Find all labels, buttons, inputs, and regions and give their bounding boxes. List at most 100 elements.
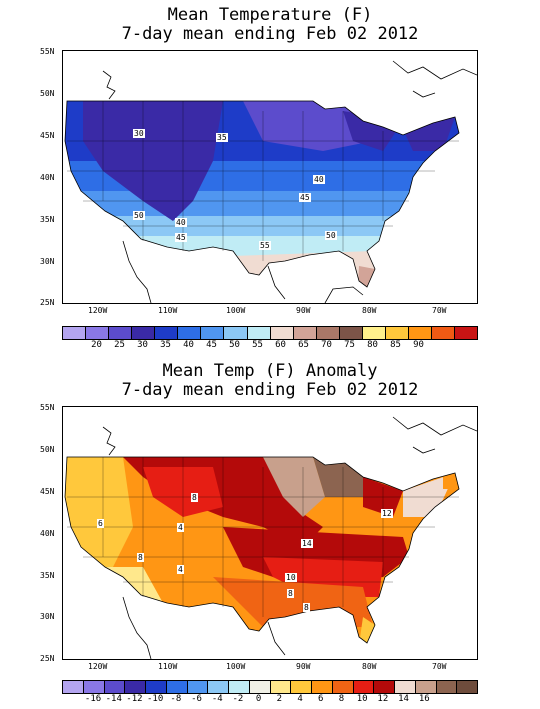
panel2-contour-label: 12 bbox=[381, 509, 393, 518]
panel1-map-svg bbox=[64, 60, 477, 303]
colorbar-swatch bbox=[455, 327, 478, 339]
colorbar-label: -2 bbox=[232, 694, 244, 704]
colorbar-swatch bbox=[415, 681, 437, 693]
panel2-lon-80w: 80W bbox=[362, 662, 377, 671]
colorbar-label: 45 bbox=[206, 340, 217, 350]
panel1-contour-label: 50 bbox=[325, 231, 337, 240]
panel2-lat-30: 30N bbox=[40, 612, 55, 621]
colorbar-swatch bbox=[229, 681, 250, 693]
panel2-contour-label: 8 bbox=[287, 589, 294, 598]
panel1-lat-25: 25N bbox=[40, 298, 55, 307]
colorbar-swatch bbox=[312, 681, 333, 693]
colorbar-swatch bbox=[432, 327, 456, 339]
colorbar-swatch bbox=[270, 681, 292, 693]
colorbar-label: 70 bbox=[321, 340, 332, 350]
colorbar-swatch bbox=[166, 681, 188, 693]
colorbar-swatch bbox=[362, 327, 386, 339]
panel2-lon-120w: 120W bbox=[88, 662, 108, 671]
colorbar-swatch bbox=[208, 681, 229, 693]
colorbar-label: 20 bbox=[91, 340, 102, 350]
panel1-lat-50: 50N bbox=[40, 89, 55, 98]
panel1-contour-label: 45 bbox=[299, 193, 311, 202]
colorbar-label: 90 bbox=[413, 340, 424, 350]
colorbar-label: 85 bbox=[390, 340, 401, 350]
panel1-lon-120w: 120W bbox=[88, 306, 108, 315]
colorbar-swatch bbox=[104, 681, 126, 693]
panel1-lon-70w: 70W bbox=[432, 306, 447, 315]
colorbar-swatch bbox=[187, 681, 209, 693]
colorbar-label: 60 bbox=[275, 340, 286, 350]
panel1-lon-100w: 100W bbox=[226, 306, 246, 315]
panel1-contour-label: 35 bbox=[216, 133, 228, 142]
colorbar-swatch bbox=[224, 327, 248, 339]
colorbar-label: 6 bbox=[318, 694, 324, 704]
panel2-map: 8 6 4 8 4 14 12 10 8 8 bbox=[62, 406, 478, 660]
panel2-lat-35: 35N bbox=[40, 571, 55, 580]
colorbar-swatch bbox=[178, 327, 202, 339]
panel2-lat-50: 50N bbox=[40, 445, 55, 454]
panel1-lat-45: 45N bbox=[40, 131, 55, 140]
panel2-colorbar bbox=[62, 680, 478, 694]
colorbar-label: 65 bbox=[298, 340, 309, 350]
panel1-contour-label: 45 bbox=[175, 233, 187, 242]
colorbar-label: 75 bbox=[344, 340, 355, 350]
colorbar-label: 4 bbox=[297, 694, 303, 704]
colorbar-label: 0 bbox=[255, 694, 262, 704]
colorbar-label: 30 bbox=[137, 340, 148, 350]
colorbar-label: -4 bbox=[211, 694, 223, 704]
colorbar-label: 50 bbox=[229, 340, 240, 350]
panel1-lat-35: 35N bbox=[40, 215, 55, 224]
panel2-lat-25: 25N bbox=[40, 654, 55, 663]
panel1-lon-90w: 90W bbox=[296, 306, 311, 315]
colorbar-swatch bbox=[155, 327, 179, 339]
panel2-contour-label: 4 bbox=[177, 523, 184, 532]
colorbar-swatch bbox=[353, 681, 375, 693]
colorbar-label: -6 bbox=[191, 694, 202, 704]
panel2-lon-100w: 100W bbox=[226, 662, 246, 671]
panel2-lat-45: 45N bbox=[40, 487, 55, 496]
colorbar-label: 10 bbox=[356, 694, 368, 704]
panel1-lat-30: 30N bbox=[40, 257, 55, 266]
panel1-map: 30 35 40 45 50 40 45 50 55 bbox=[62, 50, 478, 304]
panel1-lat-55: 55N bbox=[40, 47, 55, 56]
panel2-contour-label: 10 bbox=[285, 573, 297, 582]
colorbar-swatch bbox=[63, 327, 87, 339]
panel2-contour-label: 4 bbox=[177, 565, 184, 574]
panel1-title-line2: 7-day mean ending Feb 02 2012 bbox=[121, 24, 419, 44]
colorbar-swatch bbox=[83, 681, 105, 693]
panel1-lon-80w: 80W bbox=[362, 306, 377, 315]
panel2-title-line2: 7-day mean ending Feb 02 2012 bbox=[121, 380, 419, 400]
panel2-contour-label: 8 bbox=[191, 493, 198, 502]
panel2-lon-70w: 70W bbox=[432, 662, 447, 671]
colorbar-label: 80 bbox=[367, 340, 378, 350]
panel1-lat-40: 40N bbox=[40, 173, 55, 182]
colorbar-label: 12 bbox=[377, 694, 389, 704]
colorbar-swatch bbox=[270, 327, 294, 339]
panel1-contour-label: 40 bbox=[175, 218, 187, 227]
colorbar-swatch bbox=[293, 327, 317, 339]
colorbar-label: -8 bbox=[170, 694, 182, 704]
colorbar-swatch bbox=[395, 681, 416, 693]
colorbar-label: -10 bbox=[147, 694, 164, 704]
colorbar-swatch bbox=[132, 327, 156, 339]
panel2-contour-label: 8 bbox=[303, 603, 310, 612]
panel1-title-line1: Mean Temperature (F) bbox=[167, 5, 373, 25]
colorbar-swatch bbox=[86, 327, 110, 339]
colorbar-label: -14 bbox=[105, 694, 122, 704]
colorbar-swatch bbox=[332, 681, 354, 693]
panel2-lat-55: 55N bbox=[40, 403, 55, 412]
panel2-lon-110w: 110W bbox=[158, 662, 178, 671]
colorbar-swatch bbox=[125, 681, 146, 693]
colorbar-swatch bbox=[146, 681, 167, 693]
colorbar-label: 25 bbox=[114, 340, 125, 350]
panel1-contour-label: 50 bbox=[133, 211, 145, 220]
colorbar-label: 35 bbox=[160, 340, 171, 350]
colorbar-label: -16 bbox=[84, 694, 102, 704]
colorbar-label: 2 bbox=[276, 694, 283, 704]
colorbar-swatch bbox=[201, 327, 225, 339]
panel2-lon-90w: 90W bbox=[296, 662, 311, 671]
colorbar-swatch bbox=[457, 681, 477, 693]
panel1-contour-label: 30 bbox=[133, 129, 145, 138]
colorbar-swatch bbox=[63, 681, 84, 693]
colorbar-swatch bbox=[316, 327, 340, 339]
